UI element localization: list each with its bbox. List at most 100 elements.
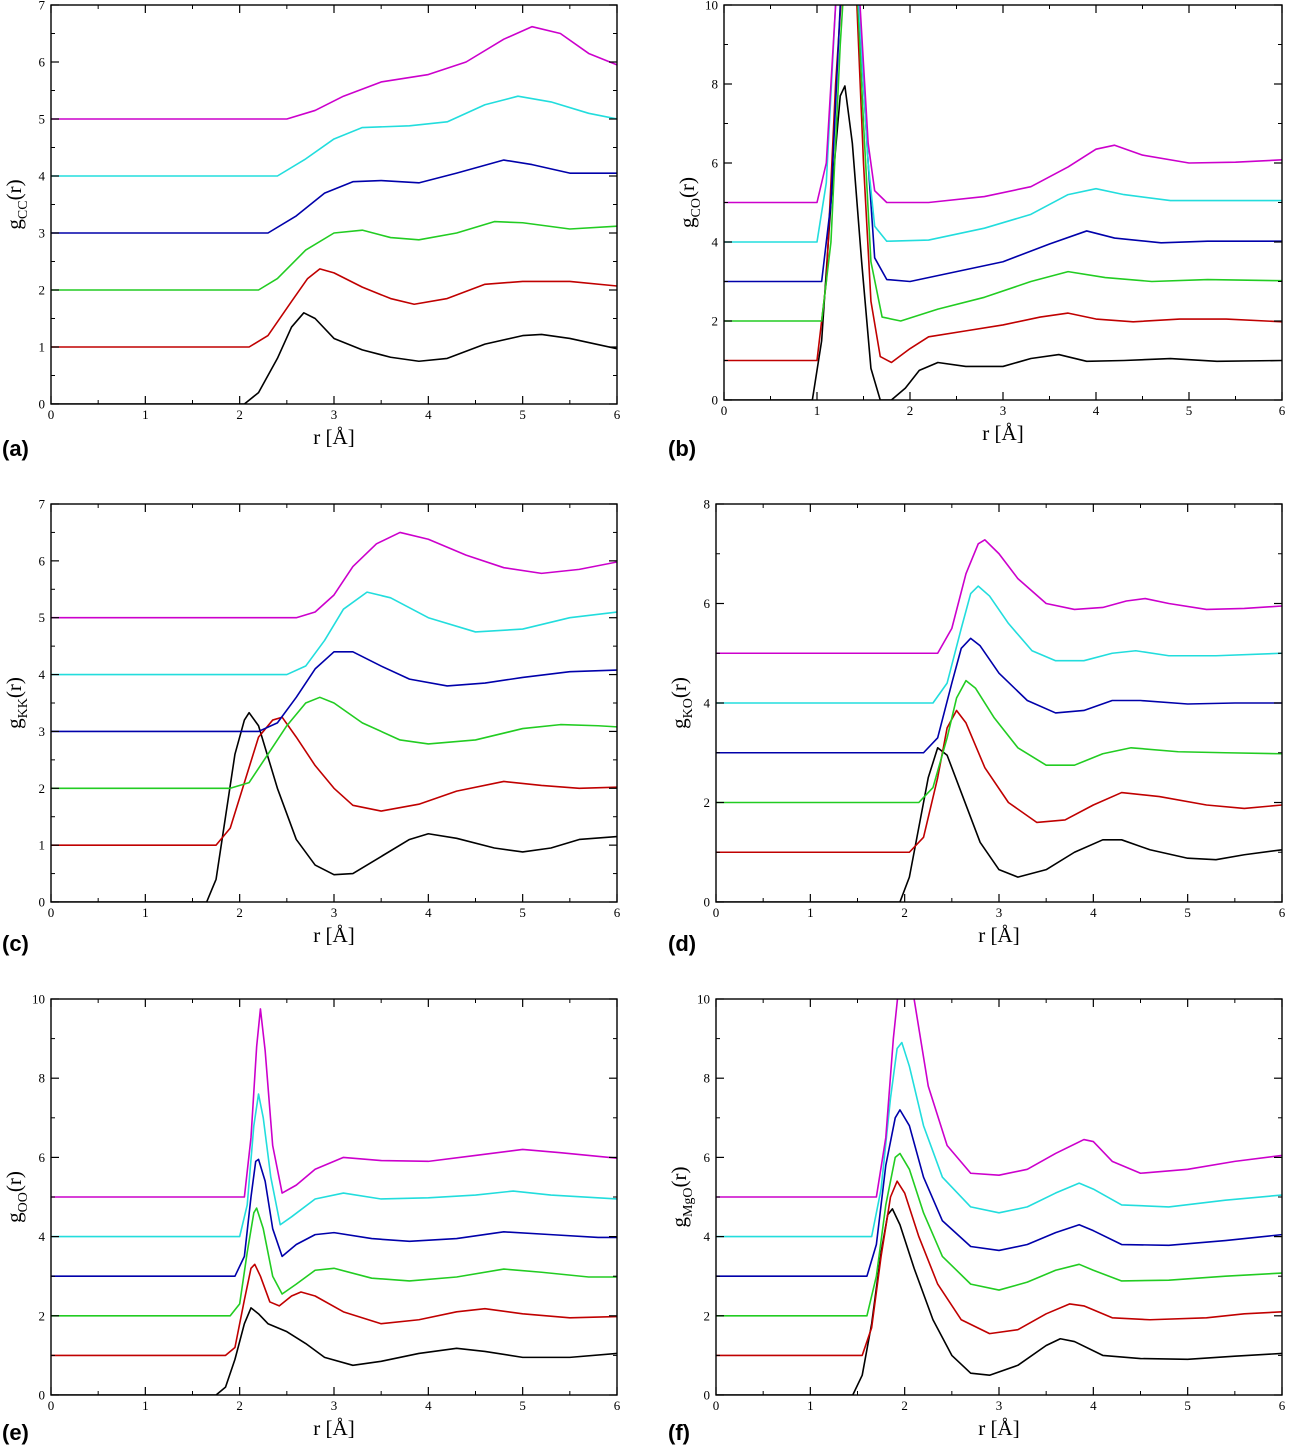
x-tick-label: 4 [425,1398,432,1413]
y-tick-label: 6 [39,55,46,70]
y-axis-label: gCC(r) [2,179,31,229]
plot-frame [50,4,618,405]
y-tick-label: 2 [712,314,719,329]
y-axis-label-main: g [2,1212,26,1223]
x-tick-label: 4 [425,905,432,920]
y-tick-label: 8 [39,1071,46,1086]
series-line-red [724,5,1282,364]
x-tick-label: 5 [1186,403,1193,418]
series-line-black [716,746,1282,902]
x-tick-label: 6 [614,905,621,920]
y-axis-label: gKO(r) [667,677,696,729]
series-line-green [51,1207,617,1317]
y-axis-label-main: g [2,219,26,230]
series-line-cyan [716,1041,1282,1238]
x-tick-label: 0 [48,905,55,920]
series-line-blue [51,1158,617,1277]
y-axis-label-tail: (r) [2,677,26,698]
y-axis-label: gKK(r) [2,677,31,729]
y-axis-label-tail: (r) [667,677,691,698]
series-line-blue [716,637,1282,754]
series-line-cyan [51,95,617,177]
x-tick-label: 6 [614,407,621,422]
x-tick-label: 3 [1000,403,1007,418]
x-axis-label: r [Å] [978,1416,1019,1440]
panel-a: 0 1 2 3 4 5 6 0 1 2 3 4 5 6 7 r [Å] gCC(r) (a) [2,0,621,461]
series-line-cyan [724,5,1282,243]
series-line-blue [724,5,1282,283]
panel-label: (f) [668,1420,690,1445]
series-line-red [51,268,617,348]
y-axis-label-sub: KO [681,698,696,718]
y-axis-label-main: g [667,1217,691,1228]
x-tick-label: 3 [996,1398,1003,1413]
series-line-magenta [51,1008,617,1198]
x-tick-label: 1 [142,905,149,920]
series-line-cyan [51,591,617,676]
y-tick-label: 7 [39,497,46,512]
y-tick-label: 5 [39,112,46,127]
x-axis-label: r [Å] [982,421,1023,445]
x-tick-label: 3 [331,407,338,422]
series-line-blue [51,651,617,733]
panel-d: 0 1 2 3 4 5 6 0 2 4 6 8 r [Å] gKO(r) (d) [667,497,1286,957]
x-tick-label: 5 [519,905,526,920]
series-line-cyan [51,1093,617,1238]
y-axis-label-tail: (r) [675,177,699,198]
y-tick-label: 10 [697,992,710,1007]
y-axis-label-tail: (r) [2,179,26,200]
y-axis-label-main: g [2,718,26,729]
x-tick-label: 0 [48,407,55,422]
y-tick-label: 0 [39,895,46,910]
y-tick-label: 6 [39,553,46,568]
x-tick-label: 5 [1184,1398,1191,1413]
series-line-black [51,1307,617,1395]
x-tick-label: 1 [814,403,821,418]
x-tick-label: 2 [236,407,243,422]
y-tick-label: 4 [39,667,46,682]
y-axis-label: gMgO(r) [667,1166,696,1227]
y-tick-label: 0 [712,393,719,408]
y-tick-label: 10 [32,992,45,1007]
y-axis-label-main: g [675,217,699,228]
y-tick-label: 2 [39,1308,46,1323]
y-tick-label: 3 [39,226,46,241]
y-tick-label: 0 [704,1388,711,1403]
y-tick-label: 2 [704,1308,711,1323]
x-tick-label: 4 [425,407,432,422]
panel-label: (d) [668,931,696,956]
x-axis-label: r [Å] [978,923,1019,947]
y-tick-label: 4 [704,696,711,711]
x-tick-label: 3 [331,905,338,920]
series-line-black [51,312,617,404]
x-tick-label: 1 [807,905,814,920]
y-tick-label: 1 [39,340,46,355]
x-axis-label: r [Å] [313,425,354,449]
y-axis-label-sub: KK [16,698,31,718]
y-axis-label-sub: CC [16,200,31,219]
series-line-magenta [716,999,1282,1198]
y-tick-label: 7 [39,0,46,13]
x-tick-label: 6 [1279,403,1286,418]
y-tick-label: 0 [704,895,711,910]
x-tick-label: 2 [901,905,908,920]
x-tick-label: 1 [807,1398,814,1413]
series-line-magenta [716,539,1282,655]
x-tick-label: 2 [907,403,914,418]
y-tick-label: 2 [704,795,711,810]
panel-label: (a) [2,436,29,461]
x-tick-label: 6 [1279,905,1286,920]
panel-b: 0 1 2 3 4 5 6 0 2 4 6 8 10 r [Å] gCO(r) (b) [668,0,1286,461]
x-tick-label: 2 [901,1398,908,1413]
y-tick-label: 8 [712,77,719,92]
x-tick-label: 5 [1184,905,1191,920]
y-tick-label: 6 [712,156,719,171]
series-line-black [724,85,1282,400]
y-tick-label: 8 [704,1071,711,1086]
x-tick-label: 1 [142,407,149,422]
y-tick-label: 1 [39,838,46,853]
x-tick-label: 1 [142,1398,149,1413]
y-tick-label: 4 [704,1229,711,1244]
y-tick-label: 4 [39,1229,46,1244]
